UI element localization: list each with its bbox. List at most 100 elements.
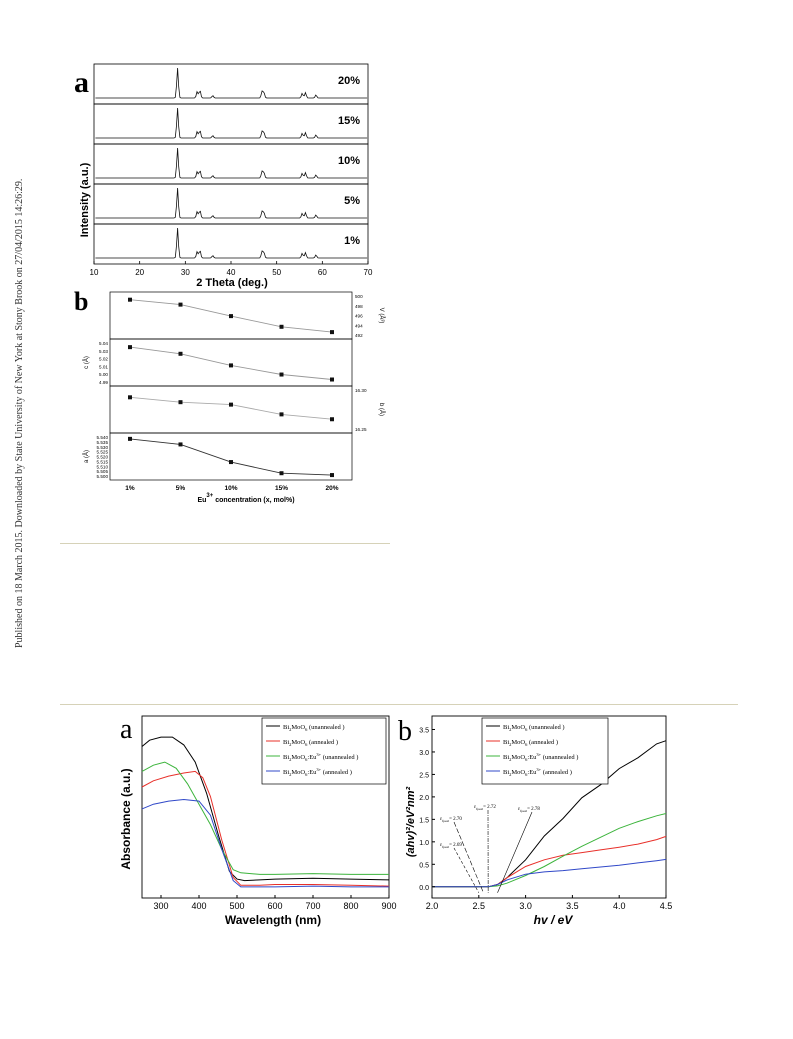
legend-entry: Bi2MoO6:Eu3+ (annealed ) xyxy=(283,767,352,777)
tauc-xtick-label: 3.0 xyxy=(519,901,532,911)
tauc-xtick-label: 4.5 xyxy=(660,901,673,911)
tauc-series xyxy=(432,813,667,888)
xrd-xtick-label: 70 xyxy=(364,268,373,277)
absorbance-series xyxy=(141,798,389,888)
absorbance-xtick-label: 500 xyxy=(229,901,244,911)
figure-absorbance: a Absorbance (a.u.) 300 400 500 600 700 800 90… xyxy=(119,714,397,927)
lattice-tick-label: 496 xyxy=(355,314,363,319)
xrd-pattern xyxy=(95,107,368,139)
lattice-axis-label: c (Å) xyxy=(83,356,90,369)
lattice-line xyxy=(129,438,333,476)
xrd-xtick-label: 20 xyxy=(135,268,144,277)
lattice-point xyxy=(279,372,284,377)
legend-entry: Bi2MoO6:Eu3+ (unannealed ) xyxy=(283,752,358,762)
tauc-ytick-label: 0.0 xyxy=(419,885,429,892)
lattice-point xyxy=(178,400,183,405)
legend-entry: Bi2MoO6 (annealed ) xyxy=(503,739,558,747)
xrd-xtick-label: 60 xyxy=(318,268,327,277)
lattice-tick-label: 5.00 xyxy=(99,372,108,377)
absorbance-xlabel: Wavelength (nm) xyxy=(225,913,321,927)
xrd-trace-label: 20% xyxy=(338,75,360,87)
lattice-tick-label: 5.535 xyxy=(97,440,109,445)
lattice-point xyxy=(128,345,132,350)
xrd-ylabel: Intensity (a.u.) xyxy=(79,162,91,237)
absorbance-xtick-label: 800 xyxy=(343,901,358,911)
tauc-ylabel: (ahv)²/eV²nm² xyxy=(405,787,417,858)
lattice-tick-label: 5.510 xyxy=(97,464,109,469)
legend-entry: Bi2MoO6:Eu3+ (annealed ) xyxy=(503,767,572,777)
tauc-xtick-label: 2.5 xyxy=(473,901,486,911)
lattice-tick-label: 5.525 xyxy=(97,450,109,455)
lattice-parameters: 500 498 496 494 492 V (Å³) 5.04 5.03 5.02 5.01 5.0… xyxy=(83,291,385,492)
lattice-point xyxy=(128,297,132,302)
xrd-pattern xyxy=(95,67,368,99)
lattice-axis-label: a (Å) xyxy=(83,450,90,463)
xrd-xtick-label: 10 xyxy=(90,268,99,277)
lattice-point xyxy=(279,471,284,476)
absorbance-xtick-label: 400 xyxy=(191,901,206,911)
lattice-tick-label: 5.500 xyxy=(97,474,109,479)
panel-b-letter-bottom: b xyxy=(398,716,412,747)
lattice-frame xyxy=(109,385,353,434)
lattice-tick-label: 5.540 xyxy=(97,435,109,440)
lattice-point xyxy=(178,302,183,307)
xrd-pattern xyxy=(95,227,368,259)
band-gap-label: εfpeel= 2.69 xyxy=(440,843,462,849)
lattice-tick-label: 5.04 xyxy=(99,341,108,346)
legend-box xyxy=(261,717,387,785)
absorbance-plot: 300 400 500 600 700 800 900 Bi2MoO6 (unannealed… xyxy=(141,715,397,911)
panel-b-letter: b xyxy=(74,287,88,316)
xrd-trace-label: 5% xyxy=(344,195,360,207)
tauc-xlabel: hv / eV xyxy=(534,913,574,927)
lattice-tick-label: 16.30 xyxy=(355,388,367,393)
lattice-point xyxy=(229,402,233,407)
tauc-ytick-label: 0.5 xyxy=(419,862,429,869)
xrd-xtick-label: 40 xyxy=(227,268,236,277)
lattice-axis-label: V (Å³) xyxy=(378,308,385,324)
absorbance-xtick-label: 300 xyxy=(153,901,168,911)
band-gap-label: εfpeel= 2.78 xyxy=(518,807,540,813)
lattice-tick-label: 5.515 xyxy=(97,459,109,464)
tauc-xtick-label: 4.0 xyxy=(613,901,626,911)
band-gap-label: εfpeel= 2.72 xyxy=(474,805,496,811)
legend-box xyxy=(481,717,609,785)
lattice-tick-label: 5.03 xyxy=(99,349,108,354)
lattice-line xyxy=(129,396,333,420)
legend-entry: Bi2MoO6 (unannealed ) xyxy=(503,724,565,732)
tauc-ytick-label: 1.0 xyxy=(419,840,429,847)
lattice-tick-label: 16.25 xyxy=(355,427,367,432)
lattice-tick-label: 5.02 xyxy=(99,357,108,362)
xrd-trace-label: 15% xyxy=(338,115,360,127)
band-gap-label: εfpeel= 2.70 xyxy=(440,817,462,823)
absorbance-xtick-label: 700 xyxy=(305,901,320,911)
legend-entry: Bi2MoO6 (annealed ) xyxy=(283,739,338,747)
tauc-frame xyxy=(431,715,667,899)
lattice-point xyxy=(330,377,334,382)
tauc-ytick-label: 2.5 xyxy=(419,772,429,779)
lattice-tick-label: 5.530 xyxy=(97,445,109,450)
tauc-series xyxy=(432,835,667,888)
legend-entry: Bi2MoO6:Eu3+ (unannealed ) xyxy=(503,752,578,762)
panel-a-letter-bottom: a xyxy=(120,714,133,745)
lattice-tick-label: 5.520 xyxy=(97,455,109,460)
lattice-tick-label: 5.505 xyxy=(97,469,109,474)
lattice-category: 15% xyxy=(275,485,288,492)
xrd-pattern xyxy=(95,187,368,219)
lattice-point xyxy=(178,442,183,447)
xrd-xtick-label: 30 xyxy=(181,268,190,277)
tauc-xtick-label: 2.0 xyxy=(426,901,439,911)
tauc-series xyxy=(432,858,667,888)
tauc-xtick-label: 3.5 xyxy=(566,901,579,911)
absorbance-xtick-label: 900 xyxy=(381,901,396,911)
legend-entry: Bi2MoO6 (unannealed ) xyxy=(283,724,345,732)
lattice-point xyxy=(279,324,284,329)
download-note-text: Published on 18 March 2015. Downloaded b… xyxy=(14,178,25,648)
lattice-point xyxy=(178,351,183,356)
lattice-tick-label: 492 xyxy=(355,333,363,338)
band-gap-pointer xyxy=(453,847,480,893)
lattice-category: 20% xyxy=(325,485,338,492)
xrd-xlabel: 2 Theta (deg.) xyxy=(196,277,268,289)
absorbance-xtick-label: 600 xyxy=(267,901,282,911)
tauc-ytick-label: 2.0 xyxy=(419,795,429,802)
lattice-point xyxy=(229,314,233,319)
